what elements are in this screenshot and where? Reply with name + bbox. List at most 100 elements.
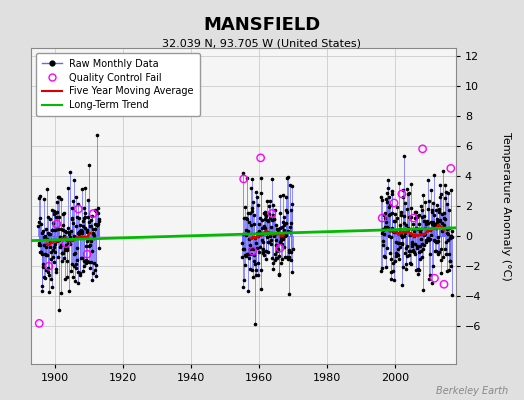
Point — [444, 251, 453, 258]
Point — [274, 227, 282, 233]
Point — [430, 222, 439, 229]
Point — [90, 267, 99, 273]
Point — [265, 210, 274, 217]
Point — [427, 219, 435, 226]
Point — [35, 218, 43, 225]
Point — [446, 165, 455, 172]
Point — [92, 273, 100, 280]
Point — [47, 256, 55, 262]
Point — [288, 269, 296, 275]
Point — [436, 257, 445, 263]
Point — [60, 245, 69, 251]
Point — [399, 194, 407, 200]
Point — [242, 214, 250, 221]
Point — [268, 210, 276, 217]
Point — [387, 255, 395, 262]
Point — [424, 206, 432, 212]
Point — [71, 278, 79, 284]
Point — [56, 234, 64, 240]
Point — [405, 214, 413, 220]
Point — [391, 211, 399, 217]
Point — [439, 224, 447, 231]
Point — [254, 233, 263, 239]
Point — [34, 240, 42, 246]
Point — [397, 212, 405, 218]
Point — [414, 266, 422, 272]
Point — [41, 233, 49, 239]
Point — [80, 204, 88, 211]
Point — [438, 228, 446, 235]
Point — [429, 262, 437, 269]
Point — [444, 231, 452, 237]
Point — [282, 207, 291, 213]
Point — [252, 240, 260, 246]
Point — [407, 181, 415, 187]
Point — [57, 226, 66, 233]
Point — [81, 210, 89, 216]
Point — [269, 216, 278, 222]
Point — [383, 190, 391, 196]
Point — [53, 238, 61, 244]
Point — [279, 219, 287, 225]
Point — [392, 204, 401, 210]
Point — [62, 240, 70, 247]
Point — [269, 212, 278, 218]
Point — [262, 213, 270, 219]
Point — [77, 226, 85, 233]
Point — [242, 253, 250, 259]
Point — [72, 223, 80, 230]
Point — [269, 266, 277, 272]
Point — [47, 207, 56, 214]
Point — [243, 175, 251, 181]
Point — [91, 206, 100, 213]
Point — [258, 250, 267, 256]
Point — [440, 215, 448, 222]
Point — [40, 242, 48, 248]
Point — [414, 221, 423, 227]
Point — [276, 245, 284, 251]
Point — [428, 221, 436, 228]
Point — [425, 276, 433, 282]
Point — [386, 201, 395, 208]
Point — [280, 244, 288, 250]
Point — [73, 214, 81, 220]
Point — [264, 249, 272, 255]
Point — [57, 242, 65, 248]
Point — [394, 252, 402, 258]
Point — [238, 231, 247, 237]
Point — [253, 194, 261, 200]
Point — [85, 265, 94, 271]
Point — [263, 198, 271, 205]
Point — [387, 210, 396, 216]
Point — [245, 210, 254, 216]
Point — [402, 242, 411, 249]
Point — [83, 227, 91, 233]
Point — [251, 261, 259, 267]
Point — [270, 257, 279, 264]
Point — [75, 215, 83, 221]
Point — [78, 228, 86, 234]
Point — [240, 246, 248, 252]
Point — [248, 248, 257, 254]
Point — [275, 271, 283, 278]
Point — [412, 243, 421, 249]
Point — [48, 226, 56, 233]
Point — [416, 256, 424, 262]
Point — [44, 230, 52, 237]
Point — [277, 260, 286, 266]
Point — [389, 268, 397, 274]
Point — [412, 214, 421, 220]
Point — [399, 233, 408, 239]
Point — [267, 236, 275, 243]
Point — [71, 250, 79, 256]
Point — [428, 280, 436, 286]
Point — [70, 251, 79, 258]
Point — [423, 217, 431, 224]
Point — [46, 239, 54, 246]
Point — [407, 204, 415, 211]
Point — [62, 242, 70, 249]
Point — [261, 216, 270, 222]
Point — [57, 196, 66, 202]
Point — [64, 225, 72, 231]
Point — [381, 210, 389, 216]
